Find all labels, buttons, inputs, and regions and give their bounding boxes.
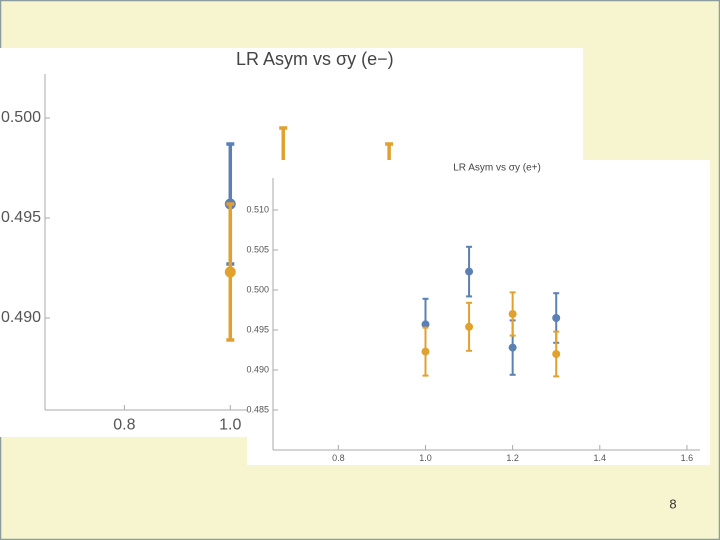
point: [224, 266, 236, 278]
chart-title: LR Asym vs σy (e−): [236, 49, 394, 69]
y-tick-label: 0.495: [246, 324, 269, 334]
x-tick-label: 1.4: [594, 453, 607, 463]
point: [465, 322, 474, 331]
x-tick-label: 0.8: [113, 416, 135, 433]
y-tick-label: 0.495: [1, 209, 41, 226]
chart-background: [247, 160, 710, 465]
point: [465, 267, 474, 276]
y-tick-label: 0.505: [246, 244, 269, 254]
x-tick-label: 1.0: [419, 453, 432, 463]
x-tick-label: 1.2: [506, 453, 519, 463]
x-tick-label: 0.8: [332, 453, 345, 463]
point: [508, 343, 517, 352]
y-tick-label: 0.490: [1, 309, 41, 326]
y-tick-label: 0.490: [246, 364, 269, 374]
point: [508, 310, 517, 318]
slide-number: 8: [669, 496, 676, 511]
point: [552, 314, 561, 322]
chart-title: LR Asym vs σy (e+): [453, 163, 541, 174]
y-tick-label: 0.485: [246, 404, 269, 414]
y-tick-label: 0.500: [1, 109, 41, 126]
point: [421, 320, 430, 329]
x-tick-label: 1.6: [681, 453, 694, 463]
y-tick-label: 0.510: [246, 204, 269, 214]
point: [421, 347, 430, 356]
point: [552, 350, 561, 358]
x-tick-label: 1.0: [219, 416, 241, 433]
y-tick-label: 0.500: [246, 284, 269, 294]
chart: LR Asym vs σy (e+) 0.510 0.505 0.500 0.495 0.…: [246, 160, 710, 465]
